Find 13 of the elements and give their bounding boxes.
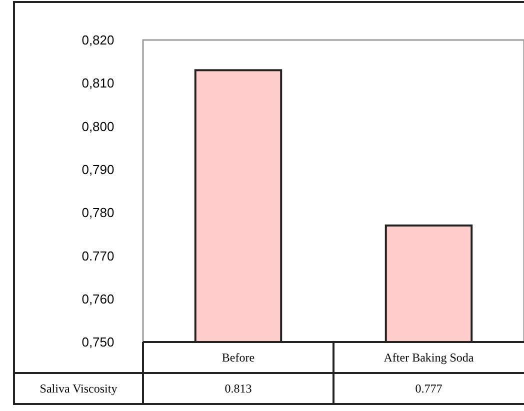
y-tick-label: 0,790: [82, 162, 114, 177]
y-tick-label: 0,820: [82, 32, 114, 48]
y-tick-label: 0,780: [82, 205, 114, 220]
y-tick-label: 0,760: [82, 291, 114, 306]
text: Saliva Viscosity: [40, 382, 118, 396]
x-tick-label: After Baking Soda: [384, 350, 474, 365]
y-tick-label: 0,800: [82, 118, 114, 134]
data-label: 0.813: [224, 382, 252, 396]
x-tick-label: Before: [222, 350, 255, 365]
y-tick-label: 0.770: [82, 248, 114, 264]
y-tick-label: 0,810: [82, 76, 114, 91]
data-label: 0.777: [415, 382, 442, 396]
y-tick-label: 0,750: [82, 334, 114, 350]
